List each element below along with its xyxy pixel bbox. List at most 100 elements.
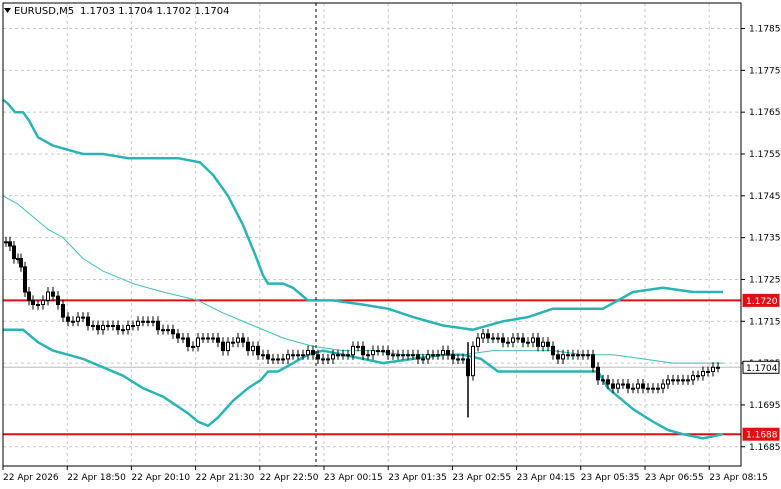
candle: [321, 353, 325, 364]
x-tick-label: 23 Apr 02:55: [452, 473, 511, 483]
candle-body: [366, 354, 370, 357]
candle-body: [591, 354, 595, 368]
candle-body: [371, 350, 375, 356]
candle: [19, 253, 23, 272]
candle: [136, 316, 140, 331]
candle-body: [186, 337, 190, 347]
candle-body: [351, 345, 355, 356]
candle: [186, 332, 190, 352]
candle-body: [471, 345, 475, 377]
candle-body: [491, 337, 495, 340]
candle-body: [596, 366, 600, 381]
candle: [346, 349, 350, 360]
candle-body: [226, 341, 230, 352]
candle-body: [201, 337, 205, 340]
candle: [696, 370, 700, 381]
candle-body: [711, 366, 715, 372]
moving-average-line: [2, 195, 723, 364]
candle: [296, 349, 300, 360]
candle-body: [686, 379, 690, 382]
candle: [101, 320, 105, 335]
candle: [191, 341, 195, 352]
y-tick-label: 1.1765: [749, 108, 781, 118]
candle-body: [211, 337, 215, 340]
dropdown-arrow-icon[interactable]: [4, 8, 11, 13]
candle: [27, 286, 31, 306]
candle-body: [266, 354, 270, 360]
candle: [546, 337, 550, 352]
candle-body: [46, 291, 50, 301]
candle-body: [346, 354, 350, 357]
candle: [476, 332, 480, 352]
candle: [276, 353, 280, 364]
candle: [536, 332, 540, 352]
candle-body: [636, 383, 640, 389]
candles-layer: [4, 236, 720, 418]
candle: [12, 240, 16, 264]
candle: [606, 374, 610, 390]
x-axis-ticks: 22 Apr 2026 22 Apr 18:50 22 Apr 20:10 22 Ap…: [2, 466, 768, 483]
x-tick-label: 23 Apr 08:15: [709, 473, 768, 483]
y-tick-label: 1.1695: [749, 401, 781, 411]
candle-body: [651, 387, 655, 390]
candle-body: [301, 354, 305, 357]
candle: [256, 341, 260, 360]
candle-body: [101, 324, 105, 331]
candle-body: [291, 354, 295, 357]
x-tick-label: 22 Apr 2026: [3, 473, 59, 483]
candle: [161, 324, 165, 335]
x-tick-label: 22 Apr 18:50: [67, 473, 126, 483]
chart-header: EURUSD,M5 1.1703 1.1704 1.1702 1.1704: [4, 6, 230, 17]
candle-body: [8, 241, 12, 247]
candle-body: [421, 358, 425, 361]
candle: [251, 341, 255, 356]
x-tick-label: 23 Apr 01:35: [388, 473, 447, 483]
candle-body: [691, 375, 695, 381]
candle-body: [536, 337, 540, 347]
candle-body: [576, 354, 580, 357]
candle-body: [191, 345, 195, 348]
y-tick-label: 1.1785: [749, 25, 781, 35]
candle: [426, 349, 430, 364]
candle-body: [616, 383, 620, 389]
candle: [621, 379, 625, 390]
x-tick-label: 23 Apr 00:15: [324, 473, 383, 483]
candle: [616, 379, 620, 394]
candle-body: [646, 387, 650, 390]
candle: [471, 341, 475, 381]
candle-body: [81, 316, 85, 319]
candle: [636, 379, 640, 394]
candle: [66, 312, 70, 327]
candle: [551, 341, 555, 360]
candle-body: [23, 266, 27, 293]
candle: [441, 345, 445, 360]
candle: [221, 337, 225, 356]
candle: [341, 349, 345, 360]
candle-body: [411, 354, 415, 357]
candle: [246, 337, 250, 356]
candle: [591, 349, 595, 373]
candle: [711, 362, 715, 377]
candle: [436, 349, 440, 360]
candle: [171, 324, 175, 339]
candle-body: [286, 354, 290, 360]
candle: [96, 320, 100, 335]
candle-body: [296, 354, 300, 357]
candle: [361, 341, 365, 360]
candle: [316, 349, 320, 364]
candle-body: [581, 354, 585, 357]
price-tags: 1.1720 1.1688 1.1704: [742, 293, 780, 441]
candle: [291, 349, 295, 360]
candle: [71, 316, 75, 327]
candle: [716, 362, 720, 373]
candle: [676, 374, 680, 385]
candle-body: [631, 387, 635, 390]
x-tick-label: 22 Apr 20:10: [131, 473, 190, 483]
level-price-tag: 1.1688: [742, 427, 780, 441]
candle-body: [401, 354, 405, 357]
candle: [261, 349, 265, 360]
y-tick-label: 1.1685: [749, 443, 781, 453]
candle-body: [506, 341, 510, 344]
